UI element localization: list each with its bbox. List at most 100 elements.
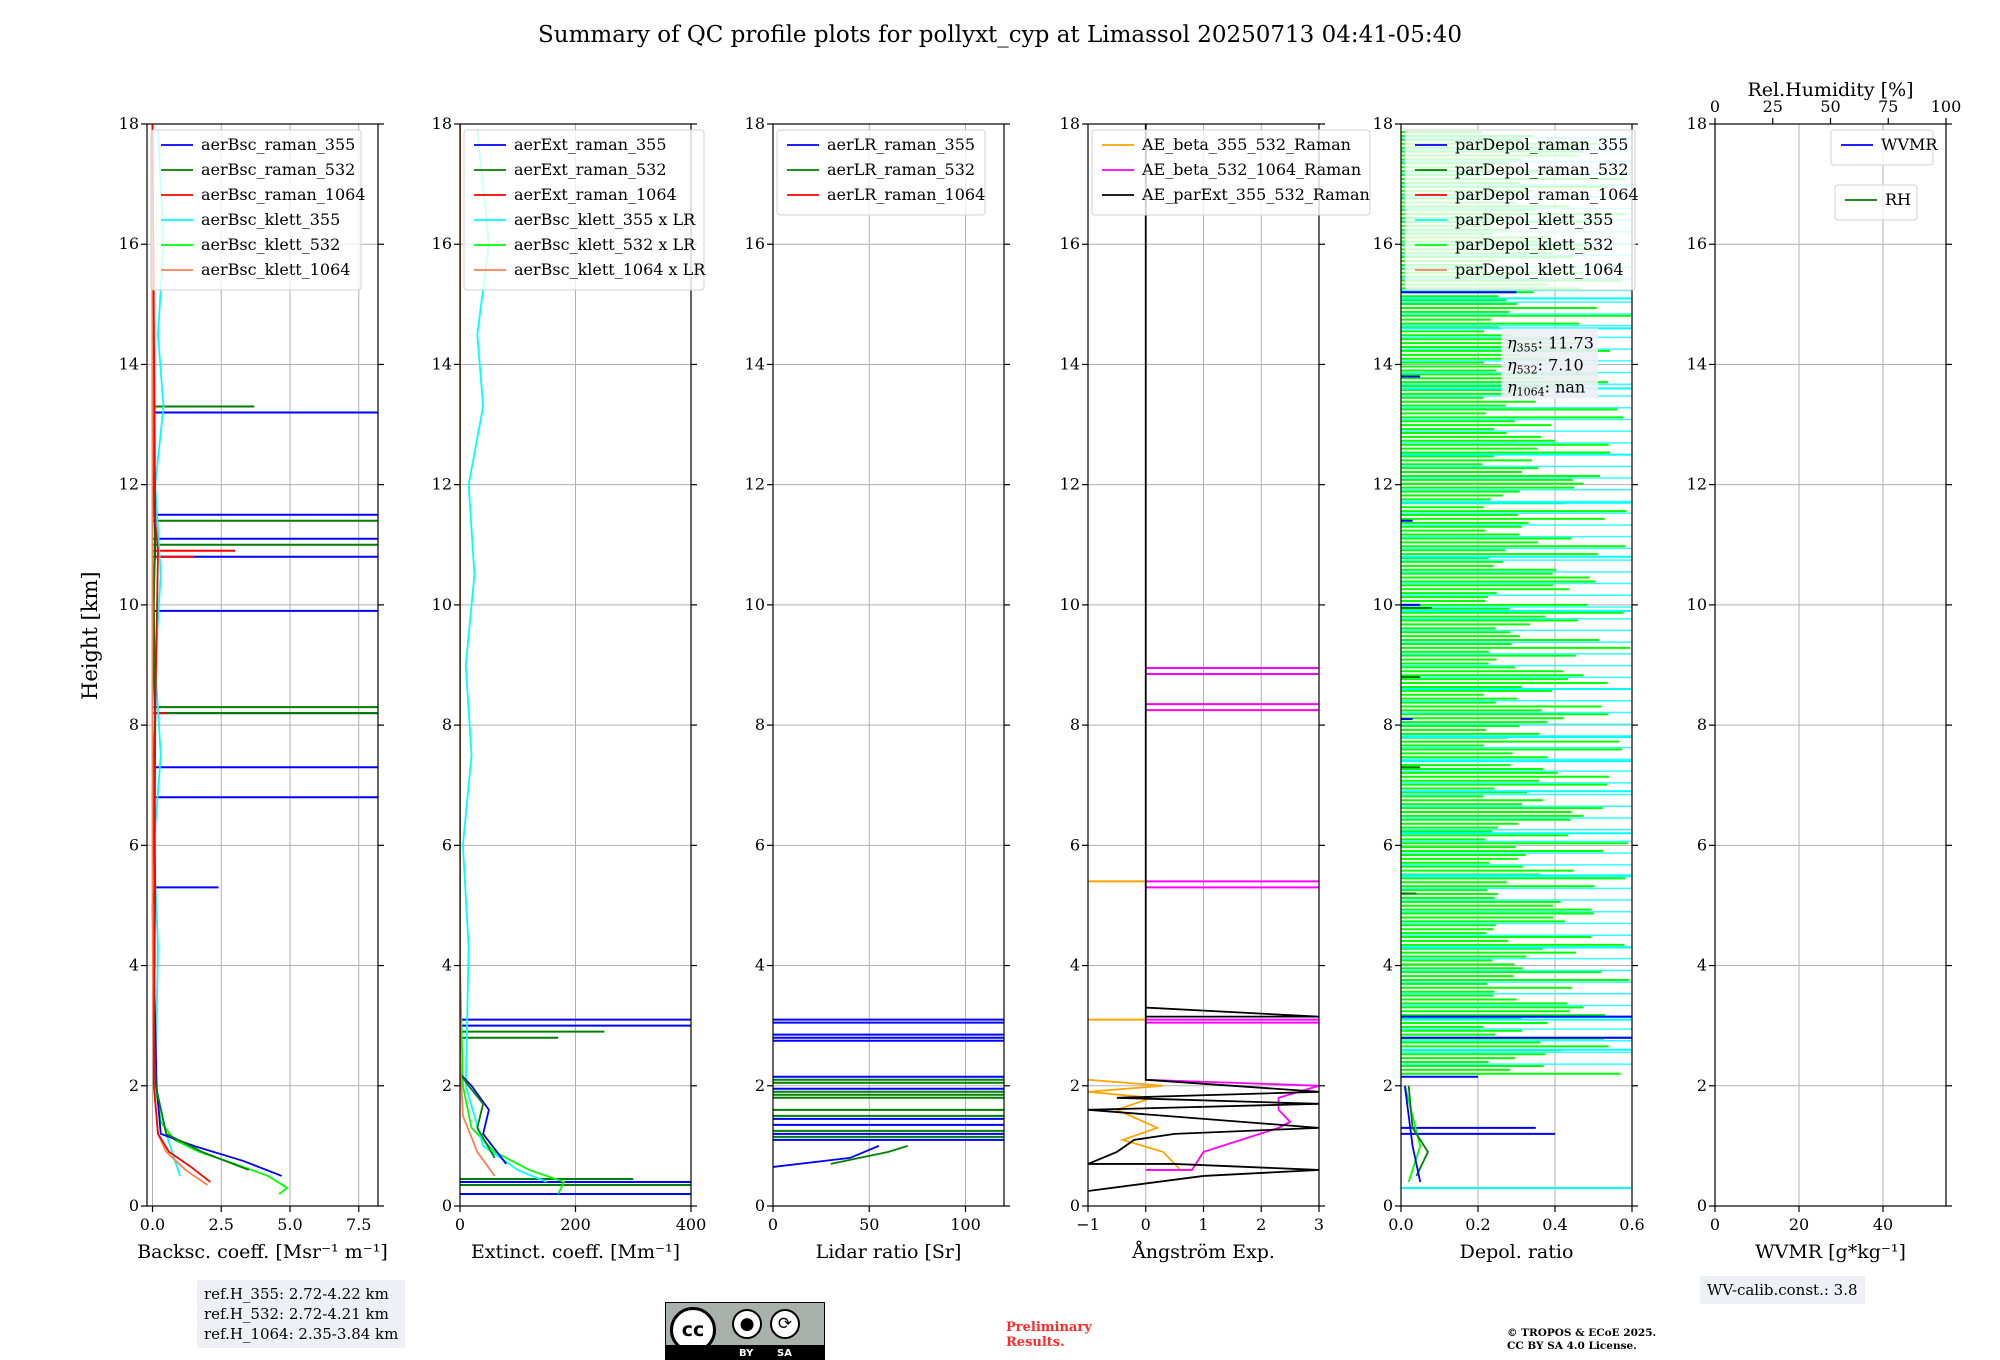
y-tick-label: 16 (1060, 234, 1080, 253)
legend-entry: parDepol_raman_1064 (1455, 185, 1639, 204)
top-x-tick-label: 75 (1878, 97, 1898, 116)
y-tick-label: 14 (1373, 354, 1393, 373)
data-layer (1088, 124, 1319, 1192)
legend-entry: aerExt_raman_1064 (514, 185, 677, 204)
top-x-tick-label: 25 (1763, 97, 1783, 116)
x-tick-label: 2.5 (209, 1215, 234, 1234)
x-tick-label: 0.4 (1542, 1215, 1567, 1234)
reference-height-box: ref.H_355: 2.72-4.22 km ref.H_532: 2.72-… (197, 1280, 406, 1348)
y-tick-label: 16 (745, 234, 765, 253)
x-tick-label: −1 (1076, 1215, 1100, 1234)
x-tick-label: 3 (1314, 1215, 1324, 1234)
legend-entry: aerExt_raman_532 (514, 160, 667, 179)
sa-share-icon: ⟳ (770, 1309, 800, 1339)
cc-license-badge: cc ● ⟳ BY SA (665, 1302, 825, 1360)
y-tick-label: 4 (755, 956, 765, 975)
series-parDepol_raman_532 (1407, 1085, 1429, 1177)
x-axis-label: Lidar ratio [Sr] (816, 1241, 962, 1263)
eta-line: η1064: nan (1507, 377, 1585, 398)
eta-line: η532: 7.10 (1507, 355, 1584, 376)
license-sa: SA (777, 1348, 792, 1359)
x-tick-label: 0.2 (1465, 1215, 1490, 1234)
license-bar: BY SA (666, 1345, 824, 1359)
x-tick-label: 400 (676, 1215, 707, 1234)
series-parDepol_klett_532 (1403, 1085, 1422, 1183)
y-tick-label: 14 (432, 354, 452, 373)
y-tick-label: 2 (1383, 1076, 1393, 1095)
y-tick-label: 12 (432, 475, 452, 494)
x-tick-label: 40 (1873, 1215, 1893, 1234)
y-tick-label: 4 (129, 956, 139, 975)
x-tick-label: 0 (768, 1215, 778, 1234)
panel-dep: 0 2 4 6 8 10 12 14 16 18 0.0 0.2 0.4 0.6 Depol. ratio p… (1373, 114, 1645, 1263)
y-tick-label: 8 (1383, 715, 1393, 734)
legend-entry: aerExt_raman_355 (514, 135, 667, 154)
x-axis-label: Ångström Exp. (1131, 1241, 1275, 1263)
y-tick-label: 16 (1687, 234, 1707, 253)
legend-entry: aerBsc_klett_532 x LR (514, 235, 696, 254)
legend-entry: parDepol_klett_355 (1455, 210, 1613, 229)
legend-entry: aerBsc_klett_1064 (201, 260, 350, 279)
y-tick-label: 18 (432, 114, 452, 133)
y-tick-label: 0 (1383, 1196, 1393, 1215)
legend-entry: aerBsc_raman_355 (201, 135, 355, 154)
y-tick-label: 10 (1687, 595, 1707, 614)
prelim-line-1: Preliminary (1006, 1320, 1092, 1335)
y-tick-label: 18 (1373, 114, 1393, 133)
legend-box (463, 129, 705, 291)
y-tick-label: 10 (745, 595, 765, 614)
y-tick-label: 4 (442, 956, 452, 975)
legend-entry: aerBsc_raman_1064 (201, 185, 366, 204)
series-aerExt_raman_355 (460, 124, 507, 1165)
y-tick-label: 0 (755, 1196, 765, 1215)
y-tick-label: 2 (1697, 1076, 1707, 1095)
top-x-axis-label: Rel.Humidity [%] (1747, 79, 1913, 101)
legend-entry: aerBsc_raman_532 (201, 160, 355, 179)
y-tick-label: 8 (755, 715, 765, 734)
series-aerBsc_klett_1064 x LR (460, 124, 496, 1177)
copyright-line-1: © TROPOS & ECoE 2025. (1507, 1327, 1657, 1339)
x-tick-label: 0.0 (1388, 1215, 1413, 1234)
y-tick-label: 8 (442, 715, 452, 734)
y-tick-label: 8 (129, 715, 139, 734)
legend-entry: parDepol_raman_532 (1455, 160, 1628, 179)
y-tick-label: 6 (442, 835, 452, 854)
x-tick-label: 0 (1141, 1215, 1151, 1234)
data-layer (151, 124, 378, 1195)
series-aerExt_raman_532 (460, 124, 496, 1159)
x-tick-label: 50 (859, 1215, 879, 1234)
legend-entry: parDepol_klett_1064 (1455, 260, 1624, 279)
y-tick-label: 6 (1697, 835, 1707, 854)
legend-entry: aerBsc_klett_355 (201, 210, 340, 229)
preliminary-note: Preliminary Results. (1006, 1320, 1092, 1350)
y-tick-label: 4 (1697, 956, 1707, 975)
by-person-icon: ● (732, 1309, 762, 1339)
x-axis-label: Backsc. coeff. [Msr⁻¹ m⁻¹] (137, 1241, 388, 1263)
y-tick-label: 0 (1070, 1196, 1080, 1215)
y-tick-label: 4 (1070, 956, 1080, 975)
panel-lr: 0 2 4 6 8 10 12 14 16 18 0 50 100 Lidar ratio [Sr] aer… (745, 114, 1010, 1263)
x-tick-label: 200 (560, 1215, 591, 1234)
y-tick-label: 16 (432, 234, 452, 253)
y-tick-label: 12 (745, 475, 765, 494)
y-tick-label: 0 (129, 1196, 139, 1215)
legend-entry: aerLR_raman_355 (827, 135, 975, 154)
axes-frame (1714, 123, 1947, 1207)
legend-entry: parDepol_raman_355 (1455, 135, 1628, 154)
wv-calibration-box: WV-calib.const.: 3.8 (1700, 1276, 1865, 1304)
legend-entry: aerLR_raman_532 (827, 160, 975, 179)
legend-box (1091, 129, 1371, 216)
ref-height-1064: ref.H_1064: 2.35-3.84 km (204, 1325, 399, 1343)
series-aerBsc_klett_532 (151, 124, 289, 1195)
y-tick-label: 14 (745, 354, 765, 373)
y-tick-label: 10 (1060, 595, 1080, 614)
series-aerBsc_raman_1064 (151, 124, 211, 1183)
y-tick-label: 2 (129, 1076, 139, 1095)
eta-box (1501, 328, 1598, 399)
x-tick-label: 1 (1198, 1215, 1208, 1234)
axes-frame (772, 123, 1005, 1207)
y-tick-label: 4 (1383, 956, 1393, 975)
